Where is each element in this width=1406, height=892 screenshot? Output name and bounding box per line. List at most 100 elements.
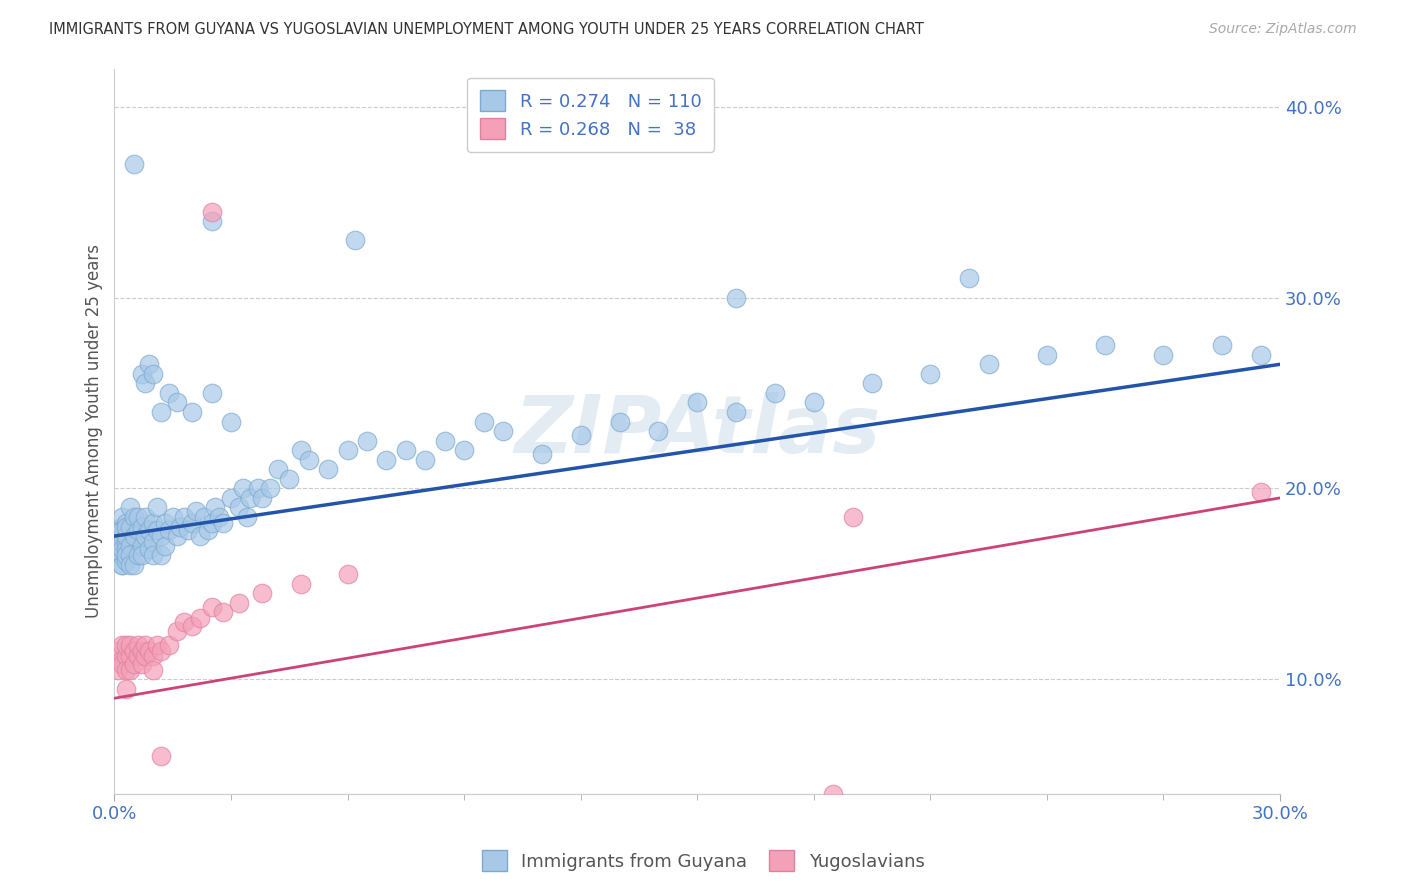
Point (219, 491, 242, 505)
Point (184, 504, 207, 518)
Point (173, 510, 195, 524)
Point (166, 624, 188, 639)
Point (204, 500, 226, 515)
Point (118, 638, 141, 652)
Point (122, 657, 145, 671)
Point (356, 434, 378, 448)
Point (920, 367, 942, 381)
Point (316, 462, 339, 476)
Point (763, 386, 786, 401)
Point (111, 534, 134, 549)
Point (111, 529, 134, 543)
Point (127, 524, 149, 538)
Point (107, 539, 129, 553)
Point (841, 510, 863, 524)
Point (150, 548, 173, 562)
Point (157, 638, 180, 652)
Point (290, 443, 312, 458)
Point (115, 519, 138, 533)
Point (118, 649, 141, 664)
Point (115, 548, 138, 562)
Point (188, 529, 211, 543)
Point (200, 599, 222, 614)
Point (162, 510, 184, 524)
Point (111, 638, 134, 652)
Point (131, 539, 153, 553)
Point (127, 548, 149, 562)
Point (111, 519, 134, 533)
Point (142, 516, 165, 530)
Point (115, 638, 138, 652)
Point (111, 653, 134, 667)
Point (823, 787, 845, 801)
Point (278, 472, 301, 486)
Point (181, 516, 204, 530)
Point (115, 516, 138, 530)
Point (146, 500, 169, 515)
Point (107, 529, 129, 543)
Point (118, 519, 141, 533)
Point (977, 357, 1000, 371)
Point (115, 529, 138, 543)
Point (115, 542, 138, 557)
Point (157, 386, 180, 401)
Point (111, 558, 134, 572)
Point (118, 558, 141, 572)
Point (375, 452, 398, 467)
Point (142, 367, 165, 381)
Point (122, 157, 145, 171)
Point (1250, 485, 1272, 500)
Point (453, 443, 475, 458)
Point (157, 524, 180, 538)
Point (803, 395, 825, 409)
Point (134, 649, 156, 664)
Point (131, 519, 153, 533)
Point (111, 542, 134, 557)
Point (1094, 338, 1116, 352)
Point (181, 619, 204, 633)
Point (134, 638, 156, 652)
Point (725, 405, 748, 419)
Point (686, 395, 709, 409)
Point (153, 539, 176, 553)
Point (111, 657, 134, 671)
Point (530, 447, 553, 461)
Point (122, 510, 145, 524)
Point (228, 596, 250, 610)
Point (208, 510, 231, 524)
Point (725, 291, 748, 305)
Point (122, 558, 145, 572)
Point (1153, 348, 1175, 362)
Point (177, 524, 200, 538)
Point (150, 643, 173, 657)
Point (247, 481, 270, 495)
Point (138, 542, 160, 557)
Legend: Immigrants from Guyana, Yugoslavians: Immigrants from Guyana, Yugoslavians (474, 843, 932, 879)
Text: IMMIGRANTS FROM GUYANA VS YUGOSLAVIAN UNEMPLOYMENT AMONG YOUTH UNDER 25 YEARS CO: IMMIGRANTS FROM GUYANA VS YUGOSLAVIAN UN… (49, 22, 924, 37)
Point (395, 443, 418, 458)
Point (336, 567, 359, 582)
Text: Source: ZipAtlas.com: Source: ZipAtlas.com (1209, 22, 1357, 37)
Point (1211, 338, 1233, 352)
Point (146, 638, 169, 652)
Point (111, 539, 134, 553)
Point (142, 548, 165, 562)
Point (166, 529, 188, 543)
Point (212, 606, 235, 620)
Point (250, 491, 273, 505)
Point (200, 214, 222, 228)
Point (138, 357, 160, 371)
Point (212, 516, 235, 530)
Point (290, 576, 312, 591)
Point (200, 516, 222, 530)
Point (609, 415, 631, 429)
Point (181, 405, 204, 419)
Point (111, 510, 134, 524)
Point (228, 500, 250, 515)
Point (146, 524, 169, 538)
Point (131, 548, 153, 562)
Point (142, 663, 165, 677)
Point (569, 428, 592, 442)
Point (142, 534, 165, 549)
Point (111, 548, 134, 562)
